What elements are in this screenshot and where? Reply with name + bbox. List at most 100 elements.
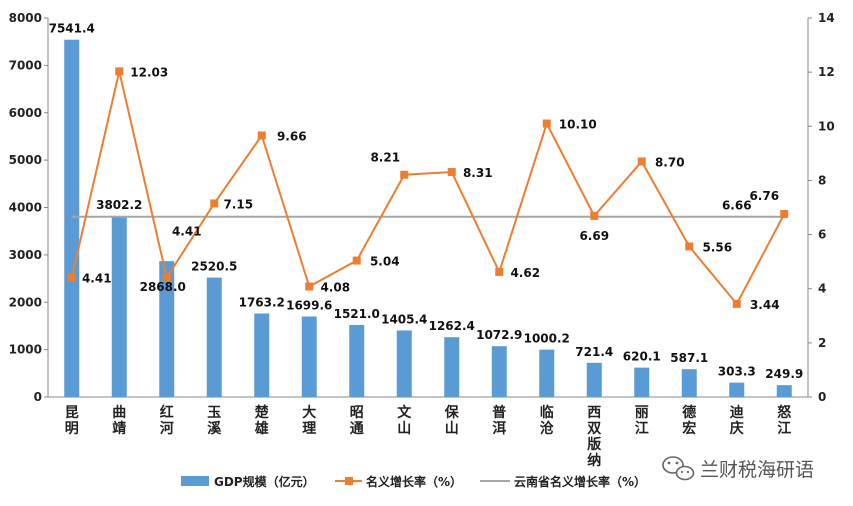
category-label: 昆 xyxy=(65,405,79,421)
bar-data-label: 1521.0 xyxy=(334,307,380,321)
left-tick-label: 3000 xyxy=(9,248,42,262)
left-tick-label: 6000 xyxy=(9,106,42,120)
line-data-label: 4.62 xyxy=(510,266,540,280)
category-label: 德 xyxy=(682,404,696,421)
bar-data-label: 303.3 xyxy=(718,365,756,379)
category-label: 保 xyxy=(444,404,460,421)
line-point xyxy=(400,170,409,179)
line-point xyxy=(542,119,551,128)
bar-data-label: 1000.2 xyxy=(524,332,570,346)
bar-data-label: 3802.2 xyxy=(96,198,142,212)
category-label: 大 xyxy=(302,404,316,421)
line-data-label: 8.31 xyxy=(463,166,493,180)
line-point xyxy=(447,168,456,177)
bar-data-label: 587.1 xyxy=(670,351,708,365)
category-label: 洱 xyxy=(492,420,506,437)
line-data-label: 6.76 xyxy=(749,189,779,203)
bar-data-label: 620.1 xyxy=(623,350,661,364)
line-data-label: 6.69 xyxy=(579,229,609,243)
line-data-label: 8.70 xyxy=(655,155,685,169)
bar xyxy=(396,330,412,397)
line-data-label: 7.15 xyxy=(223,197,253,211)
line-point xyxy=(590,211,599,220)
right-tick-label: 14 xyxy=(818,11,835,25)
category-label: 山 xyxy=(397,421,411,437)
right-tick-label: 0 xyxy=(818,390,826,404)
bar-data-label: 1763.2 xyxy=(239,295,285,309)
line-point xyxy=(637,157,646,166)
bar-data-label: 1262.4 xyxy=(429,319,475,333)
line-point xyxy=(257,131,266,140)
category-label: 楚 xyxy=(254,404,270,421)
category-label: 昭 xyxy=(350,405,364,421)
line-data-label: 3.44 xyxy=(750,298,780,312)
category-label: 迪 xyxy=(730,404,744,421)
bar xyxy=(491,346,507,397)
right-tick-label: 2 xyxy=(818,336,826,350)
bar xyxy=(586,362,602,397)
bar xyxy=(634,367,650,397)
line-data-label: 5.56 xyxy=(702,240,732,254)
legend-label-bar: GDP规模（亿元） xyxy=(214,474,315,489)
line-data-label: 4.41 xyxy=(82,272,112,286)
bar-data-label: 721.4 xyxy=(575,345,613,359)
category-label: 文 xyxy=(397,404,412,421)
bar-data-label: 2868.0 xyxy=(140,280,186,294)
line-point xyxy=(780,209,789,218)
bar-data-label: 1699.6 xyxy=(286,298,332,312)
category-label: 沧 xyxy=(540,420,555,437)
category-label: 双 xyxy=(587,421,601,437)
bar-data-label: 2520.5 xyxy=(191,260,237,274)
legend-swatch-bar xyxy=(181,476,209,486)
bar-series xyxy=(64,39,792,398)
watermark-text: 兰财税海研语 xyxy=(700,459,814,481)
line-data-label: 9.66 xyxy=(277,129,307,143)
line-point xyxy=(67,273,76,282)
bar xyxy=(729,382,745,397)
wechat-icon xyxy=(662,456,695,481)
bar-data-label: 249.9 xyxy=(765,367,803,381)
category-label: 通 xyxy=(350,421,364,437)
bar xyxy=(681,369,697,397)
bar xyxy=(159,261,175,397)
legend-label-reference: 云南省名义增长率（%） xyxy=(514,474,646,489)
bar xyxy=(301,316,317,397)
line-series xyxy=(67,67,789,308)
growth-line xyxy=(70,71,786,306)
left-tick-label: 2000 xyxy=(9,295,42,309)
axes: 0 1000 2000 3000 4000 5000 6000 7000 8000 0 2 4 6 8 10… xyxy=(9,11,835,469)
line-point xyxy=(162,273,171,282)
category-label: 雄 xyxy=(254,420,269,437)
right-tick-label: 6 xyxy=(818,228,826,242)
bar xyxy=(206,277,222,397)
line-data-label: 10.10 xyxy=(559,118,597,132)
legend: GDP规模（亿元） 名义增长率（%） 云南省名义增长率（%） xyxy=(181,474,646,489)
category-label: 明 xyxy=(65,421,79,437)
line-data-label: 8.21 xyxy=(370,151,400,165)
category-label: 玉 xyxy=(207,405,221,421)
bar xyxy=(111,216,127,397)
bar xyxy=(776,385,792,397)
right-tick-label: 10 xyxy=(818,119,835,133)
category-label: 红 xyxy=(160,404,174,421)
category-label: 河 xyxy=(160,420,174,437)
category-label: 山 xyxy=(445,421,459,437)
left-tick-label: 1000 xyxy=(9,343,42,357)
right-tick-label: 4 xyxy=(818,282,826,296)
bar xyxy=(539,349,555,397)
bar xyxy=(349,324,365,397)
line-point xyxy=(732,299,741,308)
left-tick-label: 0 xyxy=(34,390,42,404)
bar-data-label: 1072.9 xyxy=(476,328,522,342)
bar xyxy=(444,337,460,397)
category-label: 版 xyxy=(587,436,601,453)
category-label: 西 xyxy=(587,405,601,421)
category-label: 宏 xyxy=(682,420,696,437)
category-label: 江 xyxy=(635,420,649,437)
line-point xyxy=(352,256,361,265)
category-label: 靖 xyxy=(112,420,126,437)
category-label: 江 xyxy=(777,420,791,437)
data-labels: 7541.4 3802.2 2868.0 2520.5 1763.2 1699.61521… xyxy=(49,22,804,381)
line-point xyxy=(210,199,219,208)
